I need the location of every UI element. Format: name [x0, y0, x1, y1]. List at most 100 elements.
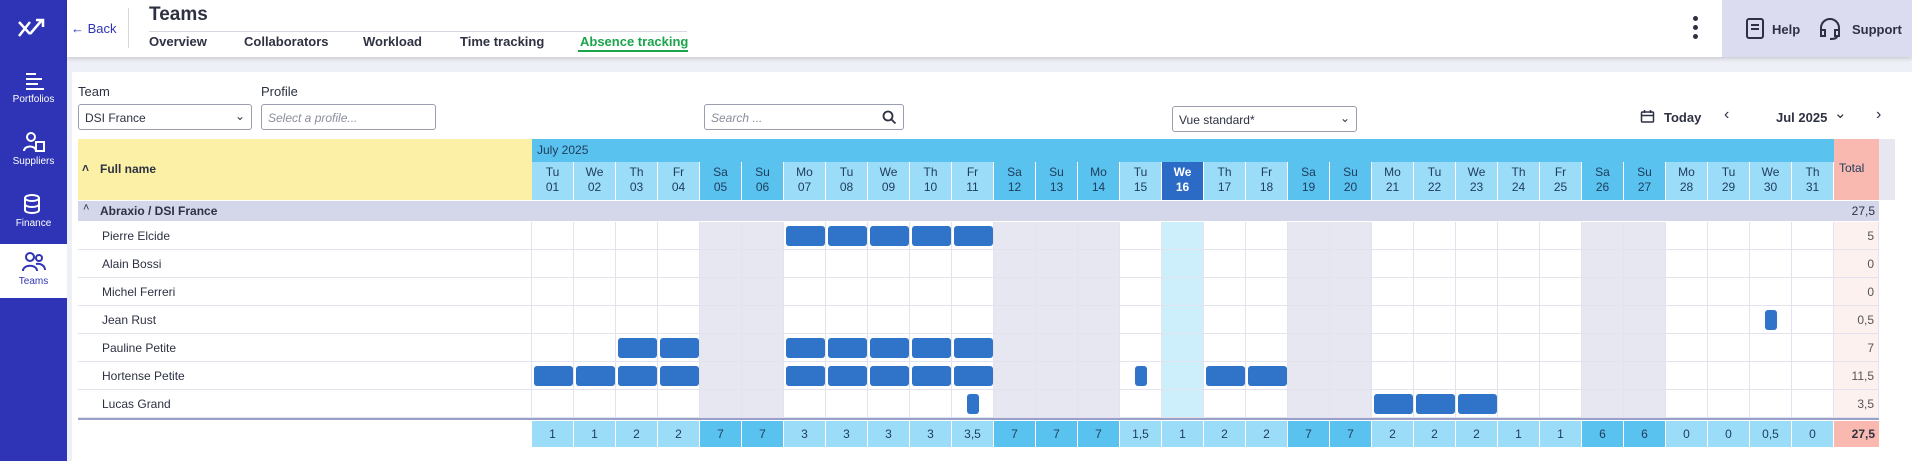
absence-bar[interactable]: [953, 226, 993, 246]
day-cell: [1624, 250, 1666, 278]
footer-total: 6: [1624, 421, 1666, 447]
group-toggle[interactable]: ˄: [83, 202, 90, 214]
footer-total: 7: [994, 421, 1036, 447]
footer-total: 1: [1540, 421, 1582, 447]
nav-teams[interactable]: Teams: [0, 244, 67, 298]
day-cell: [658, 222, 700, 250]
day-cell: [1288, 306, 1330, 334]
day-cell: [868, 278, 910, 306]
absence-bar[interactable]: [533, 366, 573, 386]
support-link[interactable]: Support: [1852, 22, 1902, 37]
day-cell: [1246, 390, 1288, 418]
day-cell: [1582, 306, 1624, 334]
absence-bar[interactable]: [911, 366, 951, 386]
support-icon: [1820, 18, 1840, 40]
team-select[interactable]: DSI France ⌄: [78, 104, 252, 130]
day-cell: [1120, 222, 1162, 250]
nav-suppliers[interactable]: Suppliers: [0, 124, 67, 178]
absence-bar[interactable]: [953, 338, 993, 358]
day-cell: [700, 362, 742, 390]
absence-bar[interactable]: [785, 226, 825, 246]
absence-grid: ˄ Full name July 2025 Total Tu 01 We 02 Th 03 Fr 04…: [78, 139, 1895, 449]
day-number: 07: [797, 180, 812, 194]
day-cell: [1246, 222, 1288, 250]
team-value: DSI France: [85, 111, 146, 125]
day-cell: [994, 390, 1036, 418]
footer-total: 3,5: [952, 421, 994, 447]
weekday: Tu: [545, 165, 560, 179]
nav-label: Portfolios: [12, 94, 55, 105]
today-button[interactable]: Today: [1664, 110, 1702, 125]
tab[interactable]: Overview: [149, 34, 207, 49]
day-cell: [1540, 222, 1582, 250]
day-cell: [1036, 278, 1078, 306]
absence-bar[interactable]: [827, 226, 867, 246]
prev-button[interactable]: ‹: [1724, 106, 1730, 123]
day-cell: [826, 250, 868, 278]
tab[interactable]: Collaborators: [244, 34, 329, 49]
absence-bar[interactable]: [785, 338, 825, 358]
absence-bar[interactable]: [869, 366, 909, 386]
absence-bar[interactable]: [967, 394, 979, 414]
absence-bar[interactable]: [1247, 366, 1287, 386]
weekday: Th: [629, 165, 644, 179]
day-cell: [742, 222, 784, 250]
help-link[interactable]: Help: [1772, 22, 1801, 37]
absence-bar[interactable]: [911, 338, 951, 358]
day-cell: [1540, 250, 1582, 278]
back-link[interactable]: ← Back: [71, 21, 117, 36]
period-select[interactable]: Jul 2025: [1776, 110, 1828, 125]
absence-bar[interactable]: [827, 338, 867, 358]
absence-bar[interactable]: [1765, 310, 1777, 330]
weekday: Sa: [1007, 165, 1022, 179]
weekday: Th: [1805, 165, 1820, 179]
day-header: Su 27: [1624, 162, 1666, 200]
day-cell: [994, 250, 1036, 278]
next-button[interactable]: ›: [1876, 106, 1882, 123]
search-input[interactable]: Search ...: [704, 104, 904, 130]
day-cell: [532, 250, 574, 278]
absence-bar[interactable]: [911, 226, 951, 246]
absence-bar[interactable]: [1415, 394, 1455, 414]
tab[interactable]: Workload: [363, 34, 422, 49]
more-menu[interactable]: [1693, 16, 1699, 39]
absence-bar[interactable]: [869, 338, 909, 358]
day-cell: [868, 250, 910, 278]
absence-bar[interactable]: [659, 366, 699, 386]
day-cell: [742, 390, 784, 418]
day-cell: [910, 278, 952, 306]
absence-bar[interactable]: [1205, 366, 1245, 386]
absence-bar[interactable]: [953, 366, 993, 386]
day-cell: [1288, 362, 1330, 390]
day-header: Th 31: [1792, 162, 1834, 200]
row-total: 0,5: [1834, 306, 1879, 334]
absence-bar[interactable]: [617, 338, 657, 358]
collapse-icon[interactable]: ˄: [82, 161, 90, 175]
weekday: We: [1467, 165, 1486, 179]
tab[interactable]: Absence tracking: [580, 34, 689, 49]
absence-bar[interactable]: [785, 366, 825, 386]
period-dropdown[interactable]: ⌄: [1834, 105, 1847, 122]
absence-bar[interactable]: [1457, 394, 1497, 414]
profile-input[interactable]: Select a profile...: [261, 104, 436, 130]
day-header: Fr 25: [1540, 162, 1582, 200]
nav-finance[interactable]: Finance: [0, 186, 67, 240]
absence-bar[interactable]: [1373, 394, 1413, 414]
day-cell: [1624, 362, 1666, 390]
footer-total: 1: [1162, 421, 1204, 447]
day-cell: [742, 306, 784, 334]
absence-bar[interactable]: [827, 366, 867, 386]
nav-portfolios[interactable]: Portfolios: [0, 64, 67, 118]
absence-bar[interactable]: [1135, 366, 1147, 386]
view-select[interactable]: Vue standard* ⌄: [1172, 106, 1357, 132]
day-cell: [868, 306, 910, 334]
day-cell: [1414, 250, 1456, 278]
absence-bar[interactable]: [575, 366, 615, 386]
day-cell: [1582, 334, 1624, 362]
day-number: 31: [1805, 180, 1820, 194]
tab[interactable]: Time tracking: [460, 34, 545, 49]
absence-bar[interactable]: [659, 338, 699, 358]
absence-bar[interactable]: [617, 366, 657, 386]
group-name: Abraxio / DSI France: [100, 204, 218, 218]
absence-bar[interactable]: [869, 226, 909, 246]
